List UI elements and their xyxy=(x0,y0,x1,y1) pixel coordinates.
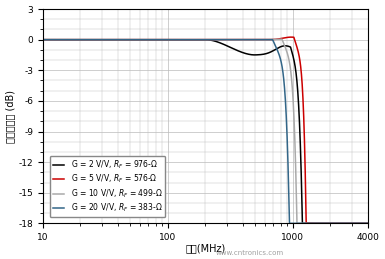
Legend: G = 2 V/V, $R_F$ = 976-Ω, G = 5 V/V, $R_F$ = 576-Ω, G = 10 V/V, $R_F$ = 499-Ω, G: G = 2 V/V, $R_F$ = 976-Ω, G = 5 V/V, $R_… xyxy=(50,156,166,217)
X-axis label: 频率(MHz): 频率(MHz) xyxy=(185,243,226,254)
Text: www.cntronics.com: www.cntronics.com xyxy=(216,250,284,256)
Y-axis label: 归一化增益 (dB): 归一化增益 (dB) xyxy=(5,90,15,143)
